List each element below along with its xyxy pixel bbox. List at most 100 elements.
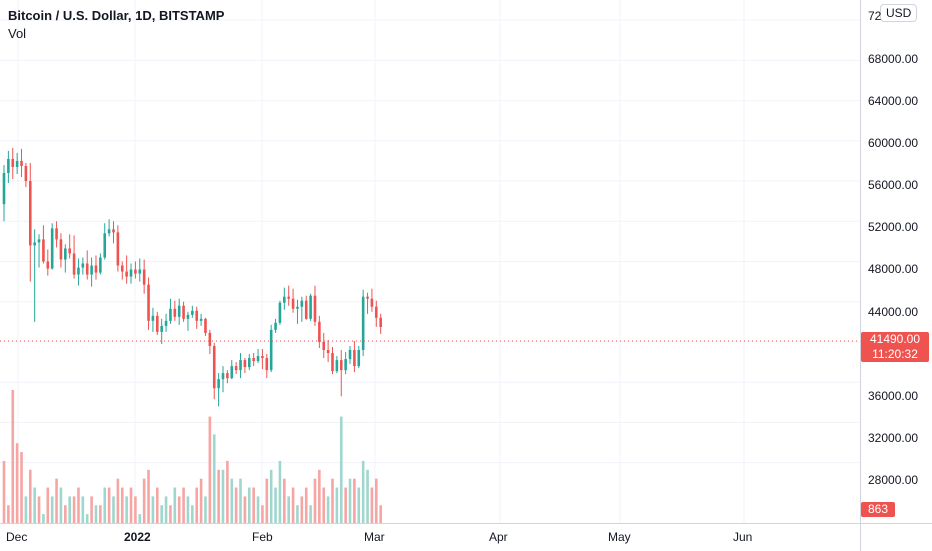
volume-bar xyxy=(331,478,334,523)
candlestick-chart[interactable] xyxy=(0,0,860,523)
candle xyxy=(331,346,334,375)
volume-bar xyxy=(173,487,177,523)
candle xyxy=(204,317,207,336)
volume-bar xyxy=(42,514,45,523)
candle xyxy=(304,295,308,320)
volume-bar xyxy=(283,478,286,523)
candle-body xyxy=(15,160,19,167)
price-tick: 68000.00 xyxy=(868,52,919,66)
volume-bar xyxy=(326,496,330,523)
candle xyxy=(7,150,10,184)
candle xyxy=(72,235,76,279)
price-scale[interactable] xyxy=(860,0,932,523)
candle-body xyxy=(177,305,181,317)
candle-body xyxy=(81,263,85,268)
candle xyxy=(59,233,63,268)
candle-body xyxy=(221,373,225,380)
candle xyxy=(186,311,190,331)
volume-bar xyxy=(15,443,19,523)
volume-bar xyxy=(318,469,321,523)
volume-bar xyxy=(208,416,212,523)
candle-body xyxy=(274,322,277,330)
volume-bar xyxy=(33,487,36,523)
candle-body xyxy=(147,284,150,321)
volume-bar xyxy=(335,487,339,523)
volume-bar xyxy=(265,478,269,523)
volume-bar xyxy=(313,478,317,523)
candle-body xyxy=(125,271,128,277)
candle xyxy=(230,360,234,380)
volume-bar xyxy=(147,469,150,523)
current-price-label: 41490.00 11:20:32 xyxy=(861,332,929,362)
volume-bar xyxy=(120,487,124,523)
candle-body xyxy=(283,296,286,303)
candle xyxy=(265,354,269,379)
candle-body xyxy=(309,295,312,319)
price-tick: 52000.00 xyxy=(868,220,919,234)
candle xyxy=(221,366,225,393)
time-tick: Jun xyxy=(733,530,753,544)
candle xyxy=(138,258,142,282)
time-tick: Apr xyxy=(489,530,508,544)
candle xyxy=(348,345,352,365)
candle-body xyxy=(37,239,41,243)
volume-bar xyxy=(212,434,216,523)
candle-body xyxy=(287,296,290,299)
candle-body xyxy=(68,248,71,254)
candle xyxy=(160,318,163,344)
candle-body xyxy=(204,318,207,333)
volume-bar xyxy=(291,487,295,523)
candle xyxy=(335,356,339,374)
candle xyxy=(322,332,326,359)
volume-bar xyxy=(304,487,308,523)
candle xyxy=(103,223,107,260)
volume-bar xyxy=(129,487,133,523)
volume-bar xyxy=(151,496,155,523)
time-tick: Feb xyxy=(252,530,273,544)
volume-bar xyxy=(296,505,299,523)
candle xyxy=(300,296,304,322)
candle xyxy=(375,300,378,327)
volume-bar xyxy=(116,478,120,523)
candle xyxy=(107,219,111,237)
candle xyxy=(116,225,120,272)
candle xyxy=(77,258,80,286)
volume-bar xyxy=(217,469,220,523)
volume-bar xyxy=(204,496,207,523)
candle-body xyxy=(234,366,238,371)
chart-area[interactable]: Bitcoin / U.S. Dollar, 1D, BITSTAMP Vol xyxy=(0,0,860,523)
volume-bar xyxy=(134,496,137,523)
candle xyxy=(20,148,23,178)
candle xyxy=(94,255,98,280)
candle xyxy=(283,287,286,310)
volume-bar xyxy=(226,460,229,523)
candle-body xyxy=(103,233,107,258)
candle-body xyxy=(339,360,343,371)
candle xyxy=(50,223,54,270)
candle-body xyxy=(326,350,330,354)
candle xyxy=(326,339,330,363)
currency-button[interactable]: USD xyxy=(880,4,918,22)
volume-bar xyxy=(261,505,264,523)
volume-bar xyxy=(77,487,80,523)
candle xyxy=(226,370,229,384)
volume-indicator-label[interactable]: Vol xyxy=(8,26,27,41)
candle-body xyxy=(247,358,251,368)
time-scale[interactable] xyxy=(0,523,860,551)
volume-bar xyxy=(81,496,85,523)
candle-body xyxy=(353,350,356,367)
candle-body xyxy=(265,358,269,371)
volume-bar xyxy=(46,487,50,523)
candle-body xyxy=(46,261,50,269)
candle-body xyxy=(107,229,111,234)
symbol-title[interactable]: Bitcoin / U.S. Dollar, 1D, BITSTAMP xyxy=(8,8,225,23)
candle-body xyxy=(357,350,361,367)
candle xyxy=(11,147,15,180)
candle-body xyxy=(335,360,339,372)
candle xyxy=(142,259,146,294)
volume-value-label: 863 xyxy=(861,502,895,517)
candle xyxy=(81,257,85,275)
volume-bar xyxy=(256,496,260,523)
volume-bar xyxy=(370,487,374,523)
volume-bar xyxy=(37,496,41,523)
